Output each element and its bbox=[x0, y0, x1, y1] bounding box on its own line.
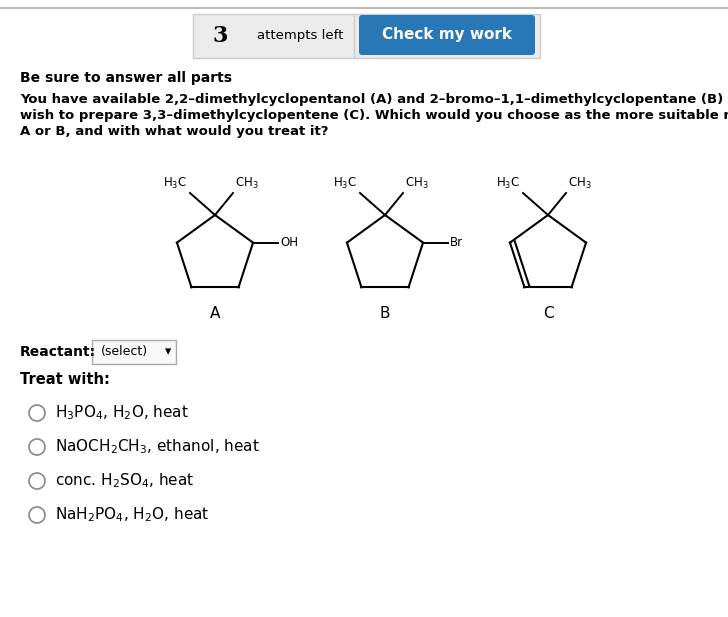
Text: NaOCH$_2$CH$_3$, ethanol, heat: NaOCH$_2$CH$_3$, ethanol, heat bbox=[55, 437, 260, 457]
Text: conc. H$_2$SO$_4$, heat: conc. H$_2$SO$_4$, heat bbox=[55, 471, 194, 491]
Text: H$_3$PO$_4$, H$_2$O, heat: H$_3$PO$_4$, H$_2$O, heat bbox=[55, 404, 189, 423]
Circle shape bbox=[29, 405, 45, 421]
Text: C: C bbox=[542, 305, 553, 320]
Text: You have available 2,2–dimethylcyclopentanol (A) and 2–bromo–1,1–dimethylcyclope: You have available 2,2–dimethylcyclopent… bbox=[20, 94, 728, 107]
Text: B: B bbox=[380, 305, 390, 320]
Circle shape bbox=[29, 439, 45, 455]
Text: CH$_3$: CH$_3$ bbox=[405, 176, 429, 191]
Text: H$_3$C: H$_3$C bbox=[163, 176, 187, 191]
Text: H$_3$C: H$_3$C bbox=[496, 176, 520, 191]
Circle shape bbox=[29, 507, 45, 523]
Text: Check my work: Check my work bbox=[382, 28, 512, 43]
Text: Br: Br bbox=[450, 236, 463, 249]
Text: Be sure to answer all parts: Be sure to answer all parts bbox=[20, 71, 232, 85]
FancyBboxPatch shape bbox=[92, 340, 176, 364]
Text: A: A bbox=[210, 305, 220, 320]
Circle shape bbox=[29, 473, 45, 489]
Text: A or B, and with what would you treat it?: A or B, and with what would you treat it… bbox=[20, 125, 328, 138]
Text: (select): (select) bbox=[101, 346, 148, 358]
Text: CH$_3$: CH$_3$ bbox=[568, 176, 592, 191]
FancyBboxPatch shape bbox=[193, 14, 540, 58]
Text: OH: OH bbox=[280, 236, 298, 249]
Text: ▾: ▾ bbox=[165, 346, 171, 358]
FancyBboxPatch shape bbox=[359, 15, 535, 55]
Text: Treat with:: Treat with: bbox=[20, 373, 110, 387]
Text: attempts left: attempts left bbox=[257, 30, 343, 43]
Text: H$_3$C: H$_3$C bbox=[333, 176, 357, 191]
Text: CH$_3$: CH$_3$ bbox=[235, 176, 258, 191]
Text: wish to prepare 3,3–dimethylcyclopentene (C). Which would you choose as the more: wish to prepare 3,3–dimethylcyclopentene… bbox=[20, 109, 728, 123]
Text: 3: 3 bbox=[213, 25, 228, 47]
Text: Reactant:: Reactant: bbox=[20, 345, 96, 359]
Text: NaH$_2$PO$_4$, H$_2$O, heat: NaH$_2$PO$_4$, H$_2$O, heat bbox=[55, 506, 210, 524]
